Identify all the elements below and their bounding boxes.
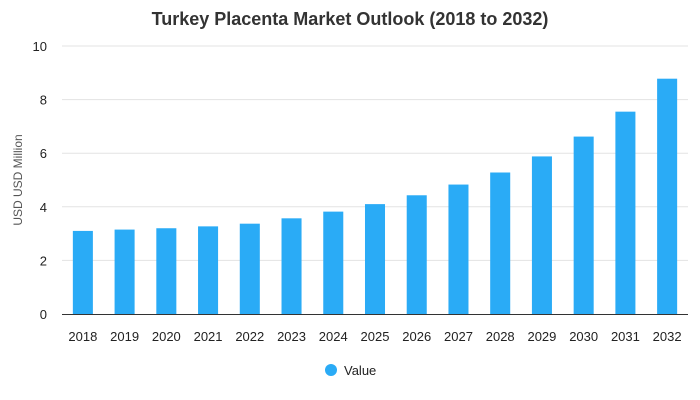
x-tick-label: 2025 bbox=[361, 329, 390, 344]
bar-2018[interactable] bbox=[72, 230, 93, 314]
chart-title: Turkey Placenta Market Outlook (2018 to … bbox=[152, 9, 549, 29]
bar-2032[interactable] bbox=[657, 78, 678, 314]
x-tick-label: 2029 bbox=[527, 329, 556, 344]
bar-2028[interactable] bbox=[490, 172, 511, 314]
bar-2029[interactable] bbox=[531, 156, 552, 314]
x-tick-label: 2023 bbox=[277, 329, 306, 344]
x-tick-label: 2032 bbox=[653, 329, 682, 344]
y-tick-label: 6 bbox=[40, 146, 47, 161]
x-tick-label: 2026 bbox=[402, 329, 431, 344]
bar-2021[interactable] bbox=[198, 226, 219, 314]
bar-2022[interactable] bbox=[239, 223, 260, 314]
x-tick-label: 2027 bbox=[444, 329, 473, 344]
y-tick-label: 8 bbox=[40, 93, 47, 108]
bar-2027[interactable] bbox=[448, 184, 469, 314]
x-tick-label: 2020 bbox=[152, 329, 181, 344]
y-tick-label: 10 bbox=[33, 39, 47, 54]
y-tick-label: 4 bbox=[40, 200, 47, 215]
x-tick-label: 2028 bbox=[486, 329, 515, 344]
y-axis-label: USD USD Million bbox=[11, 134, 25, 225]
x-tick-label: 2024 bbox=[319, 329, 348, 344]
bar-2025[interactable] bbox=[364, 204, 386, 314]
x-tick-label: 2030 bbox=[569, 329, 598, 344]
y-axis-ticks: 0 2 4 6 8 10 bbox=[33, 39, 47, 322]
x-tick-label: 2031 bbox=[611, 329, 640, 344]
bar-2030[interactable] bbox=[573, 136, 594, 314]
legend-swatch bbox=[325, 364, 337, 376]
bar-2026[interactable] bbox=[406, 195, 427, 314]
bar-2019[interactable] bbox=[114, 229, 135, 314]
bar-2023[interactable] bbox=[281, 218, 302, 314]
bar-2031[interactable] bbox=[615, 111, 636, 314]
x-tick-label: 2021 bbox=[194, 329, 223, 344]
y-tick-label: 2 bbox=[40, 253, 47, 268]
bar-2020[interactable] bbox=[156, 228, 177, 314]
legend[interactable]: Value bbox=[325, 363, 376, 378]
y-tick-label: 0 bbox=[40, 307, 47, 322]
x-tick-label: 2018 bbox=[68, 329, 97, 344]
legend-label: Value bbox=[344, 363, 376, 378]
bar-series bbox=[72, 78, 678, 314]
x-tick-label: 2019 bbox=[110, 329, 139, 344]
bar-2024[interactable] bbox=[323, 211, 344, 314]
x-axis-ticks: 2018 2019 2020 2021 2022 2023 2024 2025 2026 2027… bbox=[68, 329, 681, 344]
x-tick-label: 2022 bbox=[235, 329, 264, 344]
